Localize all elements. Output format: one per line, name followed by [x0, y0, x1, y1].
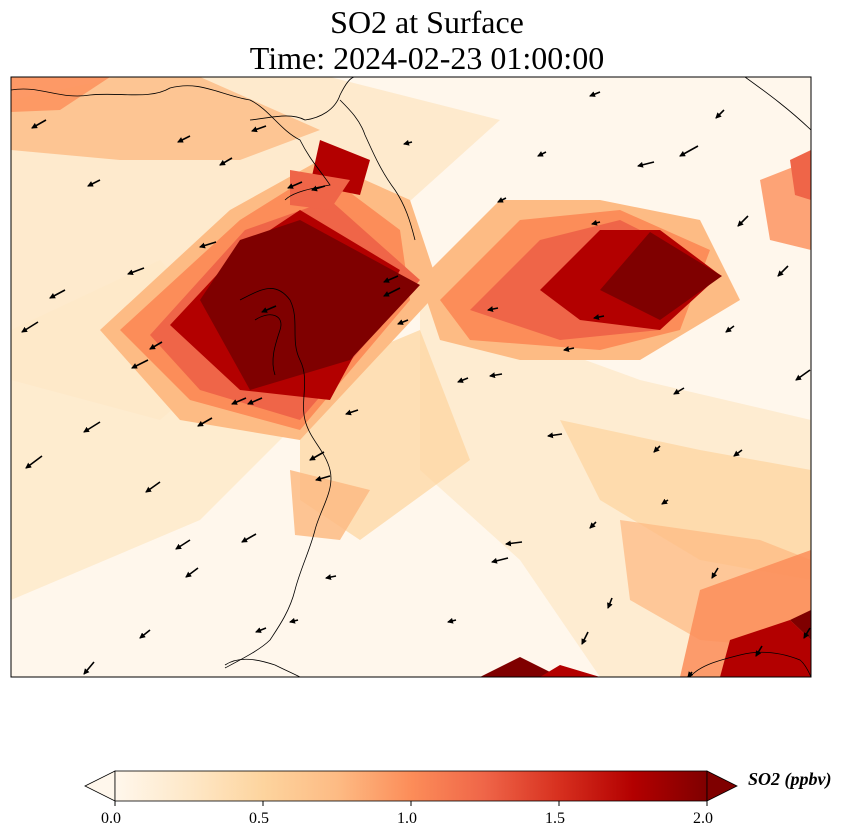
wind-vector: [287, 181, 303, 189]
wind-vector: [231, 397, 247, 405]
wind-vector: [397, 319, 409, 325]
wind-vector: [177, 135, 191, 143]
wind-vector: [447, 617, 457, 624]
wind-vector: [241, 533, 257, 543]
colorbar-tick-label: 0.5: [249, 810, 269, 827]
colorbar-tick-label: 1.0: [397, 810, 417, 827]
wind-vector: [199, 241, 217, 249]
wind-vector: [777, 265, 789, 277]
colorbar-units-label: SO2 (ppbv): [748, 769, 832, 789]
wind-vector: [679, 145, 699, 157]
wind-vector: [251, 125, 267, 133]
wind-vector: [487, 306, 499, 312]
wind-vector: [289, 617, 299, 624]
colorbar-tick-label: 0.0: [101, 810, 121, 827]
wind-vector: [21, 321, 39, 333]
wind-vector: [131, 359, 149, 369]
wind-vector: [127, 267, 145, 276]
wind-vector: [83, 661, 95, 675]
wind-vector: [219, 157, 233, 166]
wind-vector: [345, 409, 359, 416]
colorbar-extend-min: [84, 770, 116, 802]
wind-vector: [589, 521, 597, 529]
wind-vector: [637, 161, 655, 168]
wind-vector: [591, 219, 601, 226]
wind-vector: [383, 275, 399, 283]
wind-vectors: [21, 91, 811, 677]
wind-vector: [537, 151, 547, 157]
wind-vector: [185, 567, 199, 578]
map-title-line1: SO2 at Surface: [330, 4, 524, 40]
wind-vector: [255, 627, 267, 633]
wind-vector: [197, 417, 213, 427]
wind-vector: [315, 475, 331, 482]
wind-vector: [725, 325, 735, 333]
wind-vector: [563, 346, 575, 352]
wind-vector: [607, 597, 613, 609]
wind-vector: [547, 432, 563, 439]
wind-vector: [31, 119, 47, 129]
coastlines: [11, 77, 811, 677]
wind-vector: [247, 397, 263, 405]
wind-vector: [497, 197, 507, 203]
wind-vector: [737, 215, 749, 227]
map-frame: [10, 76, 812, 678]
wind-vector: [457, 377, 469, 383]
wind-vector: [505, 540, 523, 547]
wind-vector: [383, 287, 401, 297]
wind-vector: [661, 498, 669, 505]
wind-vector: [139, 629, 151, 639]
colorbar-gradient: [114, 770, 708, 802]
wind-vector: [83, 421, 101, 433]
map-title-line2: Time: 2024-02-23 01:00:00: [249, 40, 605, 76]
wind-vector: [589, 91, 601, 97]
wind-vector: [489, 372, 503, 379]
wind-vector: [145, 481, 161, 493]
wind-vector: [491, 557, 509, 564]
wind-vector: [673, 387, 685, 395]
wind-vector: [687, 671, 694, 677]
colorbar-tick-label: 1.5: [545, 810, 565, 827]
wind-vector: [653, 445, 661, 453]
colorbar-tick-label: 2.0: [693, 810, 713, 827]
wind-vector: [755, 645, 763, 657]
wind-vector: [733, 449, 743, 457]
wind-vector: [581, 631, 589, 645]
wind-vector: [309, 451, 325, 461]
wind-vector: [325, 574, 337, 580]
wind-vector: [711, 567, 719, 579]
wind-vector: [49, 289, 66, 299]
wind-vector: [795, 369, 811, 381]
wind-vector: [803, 627, 811, 639]
colorbar-extend-max: [706, 770, 738, 802]
wind-vector: [175, 539, 191, 550]
wind-vector: [25, 455, 43, 469]
colorbar: [84, 770, 738, 806]
wind-vector: [87, 179, 101, 187]
wind-vector: [149, 341, 163, 350]
wind-vector: [261, 305, 277, 313]
wind-vector: [593, 314, 605, 320]
wind-vector: [403, 139, 413, 146]
so2-field: [11, 77, 811, 677]
wind-vector: [715, 109, 725, 119]
wind-vector: [311, 185, 326, 192]
